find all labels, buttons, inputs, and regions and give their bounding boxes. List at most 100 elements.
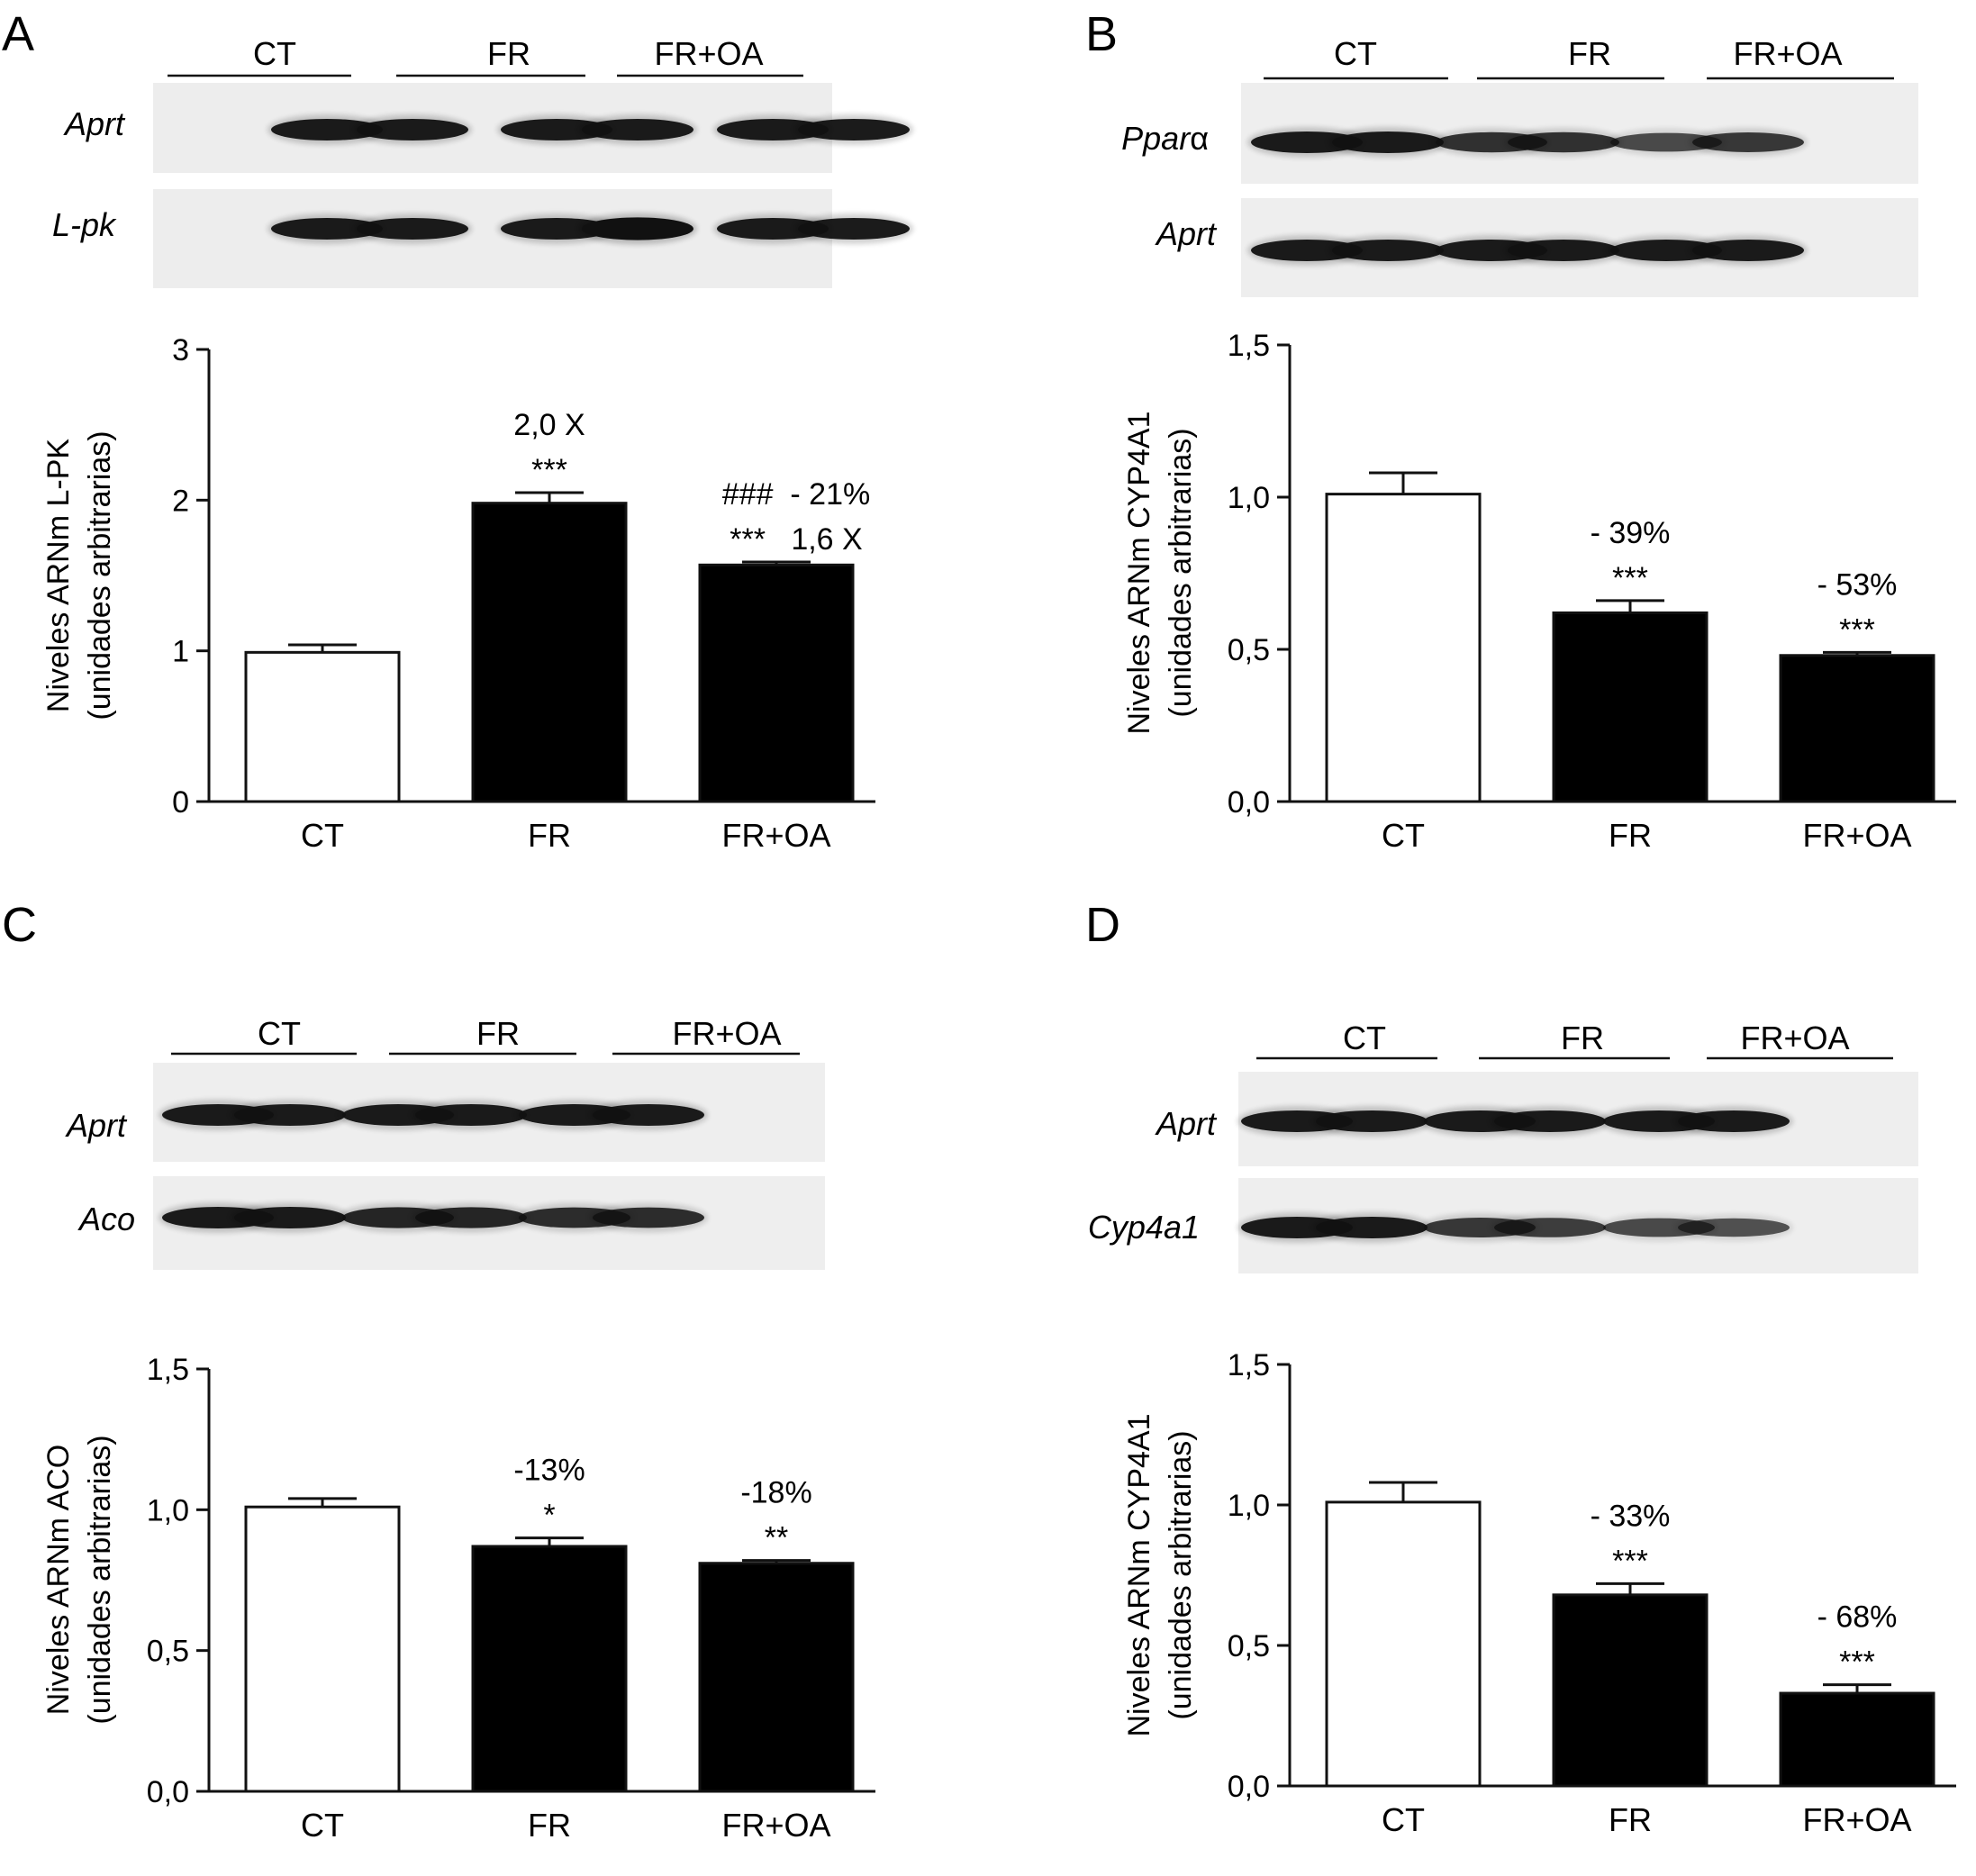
x-tick-label: FR	[528, 817, 571, 854]
panel-D: D CT FR FR+OA Aprt Cyp4a1 Niveles ARNm C…	[1085, 898, 1956, 1838]
band	[1332, 240, 1444, 261]
blot-group-label-fr: FR	[487, 35, 530, 72]
panel-letter: D	[1085, 898, 1120, 952]
blot-strip-l-pk	[153, 189, 913, 288]
alpha-symbol: α	[1190, 120, 1209, 157]
y-tick-label: 0,5	[1228, 1629, 1270, 1663]
annotation-label: - 33%	[1591, 1499, 1671, 1533]
annotation-label: - 53%	[1817, 567, 1898, 602]
y-tick-label: 1	[172, 635, 189, 669]
y-tick-label: 1,5	[147, 1353, 189, 1387]
x-tick-label: CT	[1382, 1801, 1425, 1838]
blot-group-label-ct: CT	[1334, 35, 1377, 72]
y-axis-title-line-2: (unidades arbitrarias)	[83, 1435, 117, 1724]
y-tick-label: 0,0	[147, 1775, 189, 1809]
panel-letter: A	[2, 7, 34, 61]
blot-group-label-fr: FR	[1561, 1020, 1604, 1056]
panel-letter: C	[2, 898, 37, 952]
bar-chart-cyp4a1-d: Niveles ARNm CYP4A1 (unidades arbitraria…	[1122, 1348, 1956, 1838]
bar	[1552, 611, 1709, 803]
blot-gene-label: Pparα	[1121, 120, 1209, 157]
significance-marker: ***	[1612, 1544, 1648, 1578]
band	[271, 218, 383, 240]
band	[1508, 240, 1619, 261]
blot-group-label-fr: FR	[476, 1015, 520, 1052]
band	[234, 1104, 346, 1126]
annotation-label: - 39%	[1591, 516, 1671, 550]
band	[1494, 1110, 1606, 1132]
blot-strip-ppara	[1241, 83, 1918, 184]
panel-C: C CT FR FR+OA Aprt Aco Niveles ARNm ACO …	[2, 898, 875, 1844]
band	[1678, 1110, 1790, 1132]
y-tick-label: 1,5	[1228, 329, 1270, 363]
band	[1678, 1218, 1790, 1237]
blot-group-labels: CT FR FR+OA	[1264, 35, 1894, 80]
annotation-label: - 68%	[1817, 1600, 1898, 1635]
x-tick-label: FR	[528, 1807, 571, 1844]
blot-gene-label: Cyp4a1	[1088, 1209, 1200, 1246]
band	[415, 1104, 527, 1126]
y-tick-label: 0,0	[1228, 1770, 1270, 1804]
y-tick-label: 2	[172, 484, 189, 518]
y-tick-label: 0,0	[1228, 785, 1270, 820]
y-axis-title-line-1: Niveles ARNm L-PK	[41, 439, 76, 713]
blot-group-labels: CT FR FR+OA	[171, 1015, 800, 1056]
x-tick-label: FR+OA	[1802, 1801, 1911, 1838]
blot-group-label-ct: CT	[258, 1015, 301, 1052]
y-axis-title-line-2: (unidades arbitrarias)	[1164, 1430, 1198, 1719]
bar-chart-l-pk: Niveles ARNm L-PK (unidades arbitrarias)…	[41, 333, 875, 854]
blot-strip-aprt	[1241, 198, 1918, 297]
panel-letter: B	[1085, 7, 1118, 61]
y-tick-label: 1,0	[1228, 1489, 1270, 1523]
y-axis-title-line-1: Niveles ARNm CYP4A1	[1122, 411, 1156, 734]
band	[798, 218, 910, 240]
y-axis-title-line-1: Niveles ARNm CYP4A1	[1122, 1413, 1156, 1736]
y-axis-title-line-2: (unidades arbitrarias)	[83, 430, 117, 720]
bar	[698, 563, 855, 803]
band	[593, 1104, 704, 1126]
y-axis-title-line-1: Niveles ARNm ACO	[41, 1445, 76, 1715]
blot-gene-label: Aprt	[65, 1107, 128, 1144]
x-tick-label: FR	[1609, 817, 1652, 854]
significance-marker: ***	[531, 453, 567, 487]
y-tick-label: 0,5	[147, 1635, 189, 1669]
bar-chart-cyp4a1-b: Niveles ARNm CYP4A1 (unidades arbitraria…	[1122, 329, 1956, 854]
significance-marker: **	[765, 1521, 788, 1555]
panel-A: A CT FR FR+OA Aprt L-pk Niveles ARNm L-P…	[2, 7, 913, 854]
blot-gene-label: Aco	[77, 1201, 135, 1237]
bar	[1325, 1500, 1482, 1788]
bar	[1779, 1691, 1935, 1788]
bar	[471, 1545, 628, 1793]
blot-background	[153, 189, 832, 288]
y-tick-label: 1,5	[1228, 1348, 1270, 1382]
significance-marker: ***	[1612, 561, 1648, 595]
significance-marker: ***	[1839, 612, 1875, 647]
blot-group-label-fr-oa: FR+OA	[1740, 1020, 1849, 1056]
blot-strip-cyp4a1	[1237, 1178, 1918, 1273]
blot-strip-aprt	[153, 1063, 825, 1162]
blot-group-labels: CT FR FR+OA	[168, 35, 803, 77]
x-tick-label: CT	[301, 1807, 344, 1844]
band	[415, 1207, 527, 1228]
x-tick-label: FR+OA	[721, 1807, 830, 1844]
band	[1316, 1110, 1428, 1132]
y-axis-title-line-2: (unidades arbitrarias)	[1164, 428, 1198, 717]
blot-gene-label: Aprt	[1155, 215, 1218, 252]
annotation-label: 2,0 X	[513, 408, 585, 442]
band	[357, 218, 468, 240]
band	[1692, 240, 1804, 261]
blot-group-label-fr-oa: FR+OA	[672, 1015, 781, 1052]
band	[582, 217, 693, 240]
band	[798, 119, 910, 140]
bar	[471, 502, 628, 803]
blot-group-label-fr-oa: FR+OA	[1733, 35, 1842, 72]
blot-strip-aco	[153, 1176, 825, 1270]
x-tick-label: FR+OA	[721, 817, 830, 854]
bar	[1325, 493, 1482, 803]
band	[1332, 131, 1444, 153]
x-tick-label: FR	[1609, 1801, 1652, 1838]
annotation-label: *** 1,6 X	[730, 522, 862, 557]
y-tick-label: 1,0	[1228, 481, 1270, 515]
bar-chart-aco: Niveles ARNm ACO (unidades arbitrarias) …	[41, 1353, 875, 1844]
